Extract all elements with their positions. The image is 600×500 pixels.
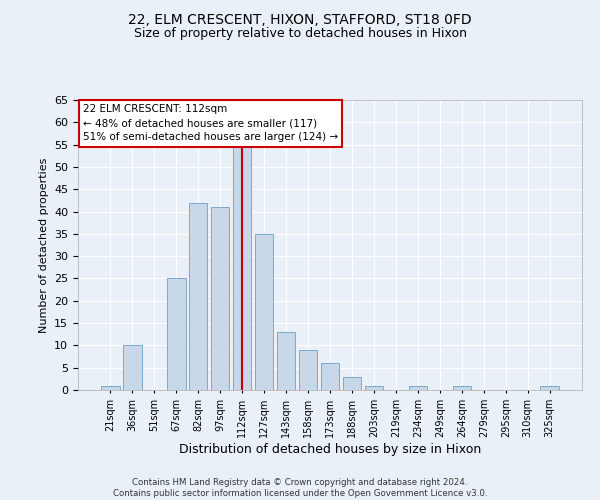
X-axis label: Distribution of detached houses by size in Hixon: Distribution of detached houses by size … xyxy=(179,442,481,456)
Bar xyxy=(189,202,208,390)
Bar xyxy=(233,144,251,390)
Bar xyxy=(541,386,559,390)
Bar xyxy=(409,386,427,390)
Y-axis label: Number of detached properties: Number of detached properties xyxy=(38,158,49,332)
Text: Contains HM Land Registry data © Crown copyright and database right 2024.
Contai: Contains HM Land Registry data © Crown c… xyxy=(113,478,487,498)
Bar xyxy=(299,350,317,390)
Bar xyxy=(320,363,340,390)
Bar xyxy=(101,386,119,390)
Bar xyxy=(343,376,361,390)
Bar xyxy=(365,386,383,390)
Text: 22, ELM CRESCENT, HIXON, STAFFORD, ST18 0FD: 22, ELM CRESCENT, HIXON, STAFFORD, ST18 … xyxy=(128,12,472,26)
Bar xyxy=(123,346,142,390)
Bar xyxy=(452,386,471,390)
Bar xyxy=(167,278,185,390)
Text: 22 ELM CRESCENT: 112sqm
← 48% of detached houses are smaller (117)
51% of semi-d: 22 ELM CRESCENT: 112sqm ← 48% of detache… xyxy=(83,104,338,142)
Text: Size of property relative to detached houses in Hixon: Size of property relative to detached ho… xyxy=(133,28,467,40)
Bar xyxy=(277,332,295,390)
Bar xyxy=(255,234,274,390)
Bar xyxy=(211,207,229,390)
